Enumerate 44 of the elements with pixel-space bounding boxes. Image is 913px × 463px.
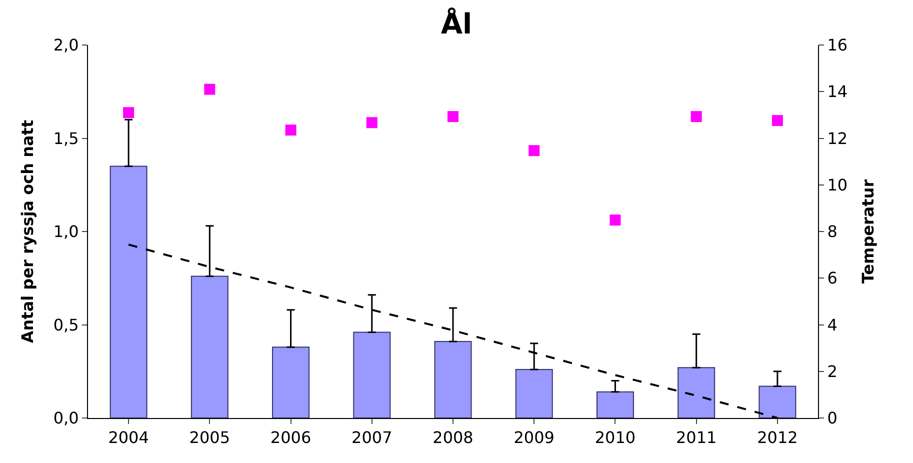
y2-tick-label: 16 xyxy=(827,36,848,55)
y2-tick-label: 6 xyxy=(827,268,838,288)
bar xyxy=(515,369,553,418)
y-tick-label: 0,5 xyxy=(53,315,79,334)
x-tick-label: 2011 xyxy=(676,428,717,448)
y2-tick-label: 2 xyxy=(827,362,838,381)
bar xyxy=(190,276,228,418)
point xyxy=(690,111,702,122)
bar xyxy=(758,386,796,418)
bar xyxy=(434,341,472,418)
point xyxy=(448,111,458,122)
x-tick-label: 2009 xyxy=(514,428,554,448)
point xyxy=(610,214,621,226)
x-tick-label: 2006 xyxy=(270,428,312,448)
y-axis-title: Antal per ryssja och natt xyxy=(18,120,38,344)
x-tick-label: 2010 xyxy=(594,428,636,448)
bar xyxy=(110,166,148,418)
x-tick-label: 2004 xyxy=(108,428,149,448)
point xyxy=(285,124,296,136)
bar xyxy=(596,391,634,418)
y-tick-label: 1,0 xyxy=(53,222,79,242)
y-tick-label: 1,5 xyxy=(53,128,79,148)
x-tick-label: 2008 xyxy=(432,428,474,448)
bar xyxy=(272,346,310,418)
point xyxy=(772,115,783,126)
y2-tick-label: 0 xyxy=(827,408,838,428)
chart-title: Ål xyxy=(440,7,472,40)
point xyxy=(366,117,378,128)
point xyxy=(528,145,540,156)
bar xyxy=(678,367,716,418)
point xyxy=(123,107,134,118)
y-tick-label: 0,0 xyxy=(53,408,79,428)
y2-tick-label: 12 xyxy=(827,128,848,148)
y2-tick-label: 4 xyxy=(827,315,838,334)
x-tick-label: 2005 xyxy=(189,428,230,448)
y2-tick-label: 14 xyxy=(827,82,848,102)
x-tick-label: 2007 xyxy=(352,428,392,448)
y2-tick-label: 10 xyxy=(827,175,848,194)
point xyxy=(204,84,216,95)
bar xyxy=(353,332,391,418)
x-tick-label: 2012 xyxy=(757,428,798,448)
y2-axis-title: Temperatur xyxy=(858,179,878,284)
y2-tick-label: 8 xyxy=(827,222,838,242)
y-tick-label: 2,0 xyxy=(53,36,79,55)
